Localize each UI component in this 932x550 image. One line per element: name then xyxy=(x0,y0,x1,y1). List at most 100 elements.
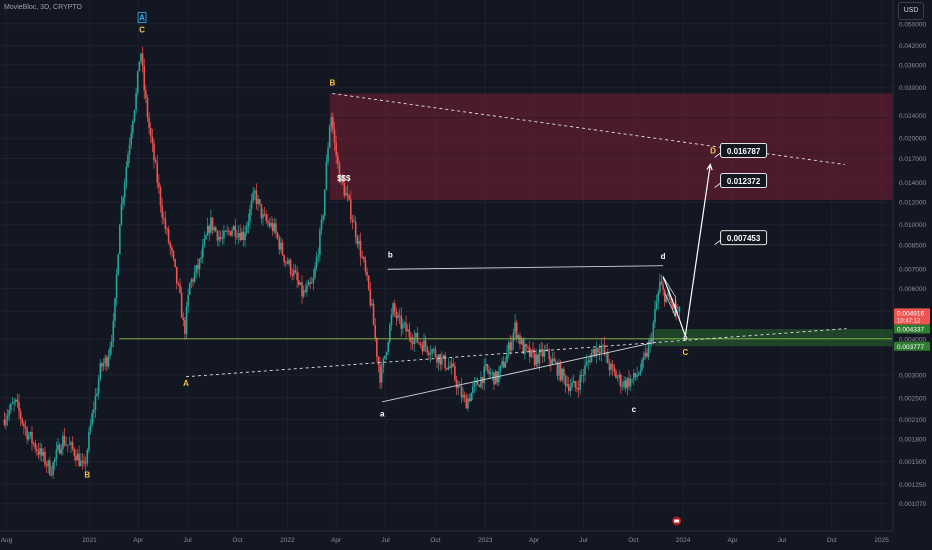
candle-body xyxy=(639,370,642,374)
candle xyxy=(11,397,14,405)
candle xyxy=(23,420,25,435)
candle-body xyxy=(39,448,41,455)
candle-body xyxy=(208,225,211,233)
candle xyxy=(229,230,232,237)
candle-body xyxy=(491,372,494,374)
candle-body xyxy=(330,117,333,127)
candle xyxy=(527,345,529,352)
candle-body xyxy=(3,419,6,425)
candle-body xyxy=(299,282,302,285)
candle xyxy=(654,300,656,328)
candle-body xyxy=(239,233,241,241)
x-tick-label: 2024 xyxy=(676,537,691,544)
candle xyxy=(333,121,336,152)
candle xyxy=(26,426,28,445)
wave-label: A xyxy=(139,14,145,23)
price-axis: 0.050000 0.042000 0.036000 0.030000 0.024000… xyxy=(892,0,932,550)
y-tick-label: 0.004000 xyxy=(899,337,926,344)
candle xyxy=(589,353,591,366)
candle xyxy=(475,377,477,391)
candle-body xyxy=(506,353,508,363)
price-badge-label: 0.003777 xyxy=(897,344,924,351)
candle xyxy=(83,454,85,468)
candle-body xyxy=(528,347,531,357)
price-callout: 0.016787 xyxy=(714,142,768,158)
candle xyxy=(561,367,564,383)
candle-body xyxy=(431,349,433,354)
candle xyxy=(211,217,214,235)
candle-body xyxy=(219,236,222,239)
candle xyxy=(426,345,429,356)
candle-body xyxy=(655,301,658,309)
candle xyxy=(439,353,442,371)
candle-body xyxy=(97,379,100,394)
callout-label: 0.012372 xyxy=(727,177,761,186)
candle-body xyxy=(296,272,298,281)
candle-body xyxy=(280,242,282,250)
candle-body xyxy=(96,393,98,396)
candle xyxy=(236,229,238,241)
candle xyxy=(84,456,87,472)
candle-body xyxy=(304,290,307,292)
candle-body xyxy=(457,386,459,389)
candle-body xyxy=(73,448,76,456)
candle-body xyxy=(226,230,228,232)
candle-body xyxy=(338,163,341,183)
candle xyxy=(50,466,53,477)
candle xyxy=(496,370,498,387)
candle xyxy=(96,387,98,398)
candle-body xyxy=(49,460,51,475)
candle-body xyxy=(275,223,277,234)
candle-body xyxy=(341,175,344,183)
candle-body xyxy=(123,182,126,198)
candle-body xyxy=(426,346,429,353)
candle-body xyxy=(633,373,635,379)
candle xyxy=(431,348,433,358)
candle xyxy=(32,441,35,447)
candle-body xyxy=(353,221,355,223)
candle xyxy=(639,363,642,377)
candle-body xyxy=(463,394,466,398)
candle-body xyxy=(379,364,381,383)
candle xyxy=(34,439,37,453)
candle-body xyxy=(384,355,386,359)
candle xyxy=(252,186,255,204)
wave-label: e xyxy=(683,334,688,343)
candle xyxy=(182,312,185,327)
candle xyxy=(644,345,647,361)
candle-body xyxy=(371,303,373,306)
y-tick-label: 0.020000 xyxy=(899,136,926,143)
candle-body xyxy=(260,203,263,219)
candle xyxy=(436,354,438,369)
candle-body xyxy=(455,379,458,389)
candle xyxy=(214,225,217,232)
candle-body xyxy=(149,127,152,137)
candle xyxy=(205,234,207,241)
candle-body xyxy=(558,363,560,376)
time-axis-bg xyxy=(0,531,932,550)
currency-button[interactable]: USD xyxy=(898,2,924,20)
candle-body xyxy=(608,363,611,370)
candle xyxy=(314,262,316,280)
candle-body xyxy=(283,254,285,262)
candle-body xyxy=(572,381,575,383)
candle-body xyxy=(600,346,603,353)
candle xyxy=(47,459,50,474)
projection-arrowhead xyxy=(706,163,713,171)
candle-body xyxy=(660,281,663,285)
candle-body xyxy=(11,403,14,405)
candle-body xyxy=(119,224,121,255)
candle xyxy=(548,348,551,367)
candle-body xyxy=(112,320,115,342)
candle-body xyxy=(603,345,606,355)
candle-body xyxy=(366,271,368,276)
candle-body xyxy=(201,245,204,258)
candle-body xyxy=(117,254,119,275)
candle-body xyxy=(602,345,604,347)
wave-label-box xyxy=(137,12,147,23)
candle xyxy=(106,354,108,372)
candle-body xyxy=(393,303,396,312)
candle xyxy=(280,236,282,253)
candle xyxy=(351,214,354,230)
